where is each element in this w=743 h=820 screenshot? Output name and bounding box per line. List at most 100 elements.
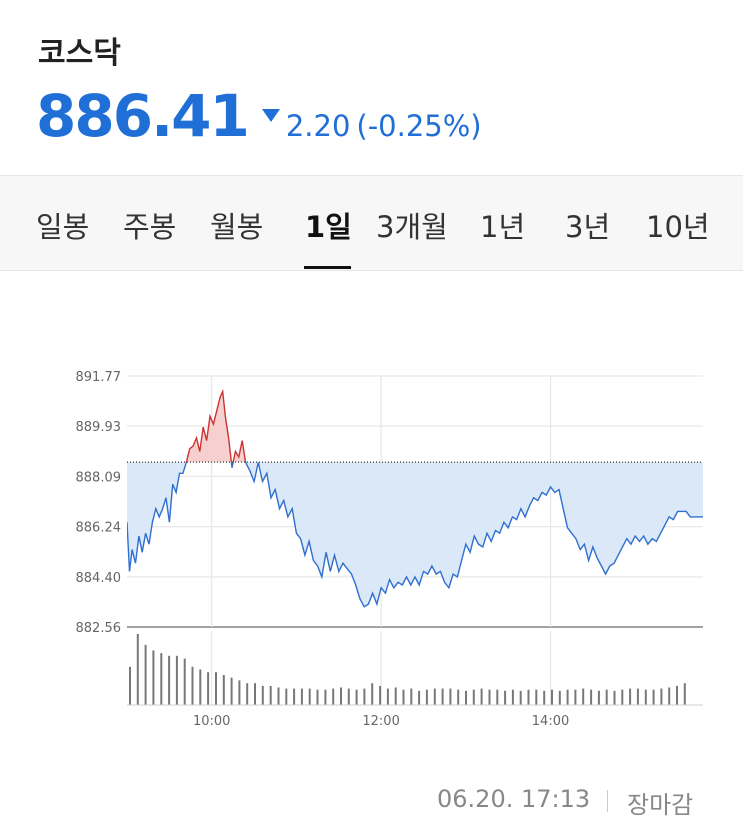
tab-3month[interactable]: 3개월 [376, 210, 448, 244]
index-title: 코스닥 [38, 36, 121, 71]
volume-bar [519, 690, 522, 705]
volume-bar [254, 683, 256, 705]
volume-bar [371, 683, 374, 705]
volume-bar [324, 689, 327, 705]
price-line-above [185, 388, 247, 463]
volume-bar [511, 689, 514, 705]
volume-bar [488, 689, 491, 705]
y-tick-label: 886.24 [76, 521, 122, 536]
volume-bar [332, 688, 335, 705]
volume-bar [293, 688, 296, 705]
volume-bar [504, 690, 507, 705]
change-value: 2.20 [285, 109, 351, 143]
volume-bar [277, 687, 280, 705]
volume-bar [152, 650, 155, 705]
volume-bar [590, 689, 593, 705]
volume-bar [230, 677, 233, 705]
footer-divider [607, 790, 608, 812]
active-tab-indicator [304, 266, 351, 269]
volume-bar [238, 680, 241, 705]
change-percent: (-0.25%) [356, 109, 482, 143]
period-tabs: 일봉 주봉 월봉 1일 3개월 1년 3년 10년 [0, 175, 743, 271]
volume-bar [535, 689, 538, 705]
current-price: 886.41 [36, 82, 250, 150]
y-tick-label: 884.40 [76, 571, 122, 586]
x-tick-label: 10:00 [193, 714, 230, 729]
triangle-down-icon [261, 109, 280, 122]
tab-monthly[interactable]: 월봉 [210, 210, 264, 244]
volume-bar [175, 655, 178, 705]
volume-bar [363, 688, 366, 705]
tab-3year[interactable]: 3년 [565, 210, 611, 244]
volume-bar [683, 683, 686, 705]
volume-bar [355, 689, 358, 705]
tab-daily[interactable]: 일봉 [36, 210, 90, 244]
volume-bar [574, 689, 577, 705]
volume-bar [605, 689, 608, 705]
volume-bar [183, 658, 186, 705]
volume-bar [496, 689, 499, 705]
below-baseline-fill [127, 462, 703, 607]
volume-bar [652, 689, 655, 705]
volume-bar [457, 689, 460, 705]
volume-bar [425, 689, 428, 705]
y-tick-label: 888.09 [76, 470, 122, 485]
volume-bar [433, 688, 436, 705]
price-change: 2.20 (-0.25%) [286, 109, 482, 143]
volume-bar [191, 666, 194, 705]
market-status: 장마감 [627, 791, 694, 819]
volume-bar [644, 689, 647, 705]
volume-bar [308, 688, 311, 705]
tab-10year[interactable]: 10년 [646, 210, 710, 244]
volume-bar [551, 689, 553, 705]
x-tick-label: 14:00 [532, 714, 569, 729]
volume-bar [660, 688, 663, 705]
tab-weekly[interactable]: 주봉 [123, 210, 177, 244]
volume-bar [472, 689, 475, 705]
x-tick-label: 12:00 [362, 714, 399, 729]
volume-bar [129, 666, 131, 705]
volume-bar [199, 669, 202, 705]
volume-bar [269, 685, 272, 705]
volume-bar [410, 688, 413, 705]
y-tick-label: 882.56 [76, 621, 122, 636]
volume-bar [144, 644, 147, 705]
volume-bar [379, 685, 382, 705]
volume-bar [636, 688, 639, 705]
volume-bar [222, 675, 225, 705]
volume-bar [582, 688, 585, 705]
volume-bar [480, 688, 483, 705]
price-row: 886.41 2.20 (-0.25%) [36, 82, 482, 150]
volume-bar [261, 685, 264, 705]
volume-bar [246, 683, 249, 705]
volume-bar [386, 688, 389, 705]
y-tick-label: 891.77 [76, 370, 122, 385]
volume-bar [465, 690, 467, 705]
volume-bar [316, 689, 319, 705]
volume-bar [597, 690, 600, 705]
volume-bar [676, 685, 678, 705]
volume-bar [136, 634, 139, 705]
volume-bar [418, 690, 421, 705]
intraday-chart: 891.77 889.93 888.09 886.24 884.40 882.56 10:0… [76, 370, 703, 729]
volume-bar [629, 688, 632, 705]
volume-bar [394, 687, 397, 705]
volume-bar [449, 688, 452, 705]
y-tick-label: 889.93 [76, 420, 122, 435]
price-line [127, 462, 703, 608]
volume-bar [347, 688, 350, 705]
volume-bar [613, 690, 616, 705]
volume-bar [340, 687, 342, 705]
volume-bar [668, 687, 671, 705]
volume-bar [527, 689, 530, 705]
volume-bar [285, 688, 288, 705]
tab-1year[interactable]: 1년 [480, 210, 526, 244]
volume-bar [402, 689, 405, 705]
tab-1day[interactable]: 1일 [305, 210, 352, 244]
volume-bar [543, 690, 546, 705]
volume-bar [566, 689, 569, 705]
volume-bar [441, 688, 444, 705]
volume-bar [558, 690, 561, 705]
timestamp: 06.20. 17:13 [437, 785, 591, 813]
volume-bar [207, 672, 210, 705]
